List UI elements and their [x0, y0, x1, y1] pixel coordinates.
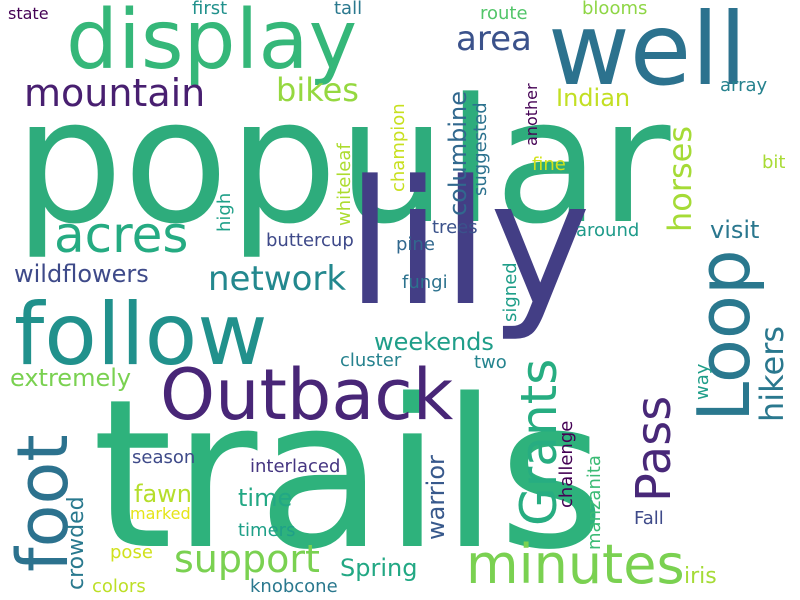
word-extremely: extremely	[10, 364, 132, 392]
word-bikes: bikes	[276, 71, 359, 109]
word-timers: timers	[238, 520, 296, 541]
word-warrior: warrior	[422, 455, 450, 540]
word-indian: Indian	[556, 84, 631, 112]
word-mountain: mountain	[24, 71, 206, 115]
word-marked: marked	[130, 504, 191, 523]
word-popular: popular	[14, 61, 671, 262]
word-outback: Outback	[160, 354, 454, 436]
word-knobcone: knobcone	[250, 576, 338, 597]
word-iris: iris	[684, 564, 717, 589]
word-challenge: challenge	[556, 420, 577, 508]
word-two: two	[474, 352, 507, 373]
word-time: time	[238, 484, 293, 512]
word-trails: trails	[92, 355, 606, 595]
word-follow: follow	[14, 285, 268, 385]
word-whiteleaf: whiteleaf	[334, 143, 355, 226]
word-buttercup: buttercup	[266, 230, 354, 251]
word-first: first	[192, 0, 228, 19]
word-blooms: blooms	[582, 0, 648, 19]
word-cluster: cluster	[340, 350, 402, 371]
word-area: area	[456, 19, 532, 59]
word-interlaced: interlaced	[250, 456, 341, 477]
word-route: route	[480, 3, 528, 24]
word-well: well	[548, 0, 747, 108]
word-visit: visit	[710, 216, 760, 244]
word-spring: Spring	[340, 554, 418, 582]
word-tall: tall	[334, 0, 363, 19]
word-suggested: suggested	[470, 102, 491, 196]
word-pine: pine	[396, 234, 435, 255]
word-wildflowers: wildflowers	[14, 260, 149, 288]
word-crowded: crowded	[64, 496, 89, 590]
word-network: network	[208, 259, 347, 299]
word-another: another	[522, 83, 541, 146]
word-trees: trees	[432, 217, 478, 238]
word-display: display	[66, 0, 358, 88]
word-columbine: columbine	[444, 90, 472, 216]
word-bit: bit	[762, 152, 786, 173]
word-around: around	[576, 220, 640, 241]
word-pose: pose	[110, 542, 153, 563]
word-fawn: fawn	[134, 480, 192, 508]
word-horses: horses	[661, 125, 699, 232]
word-colors: colors	[92, 576, 146, 597]
word-champion: champion	[388, 103, 409, 192]
word-acres: acres	[54, 206, 189, 264]
word-manzanita: manzanita	[584, 455, 605, 550]
word-support: support	[174, 537, 320, 581]
word-high: high	[214, 192, 235, 232]
word-fungi: fungi	[402, 272, 448, 293]
word-fine: fine	[532, 154, 566, 175]
word-pass: Pass	[626, 395, 682, 502]
word-state: state	[8, 4, 49, 23]
word-fall: Fall	[634, 508, 664, 529]
word-hikers: hikers	[753, 325, 791, 422]
word-signed: signed	[500, 262, 521, 322]
word-array: array	[720, 75, 768, 96]
word-weekends: weekends	[374, 328, 494, 356]
word-season: season	[132, 447, 196, 468]
word-way: way	[692, 363, 713, 400]
word-minutes: minutes	[466, 533, 685, 596]
word-lily: lily	[346, 143, 592, 344]
